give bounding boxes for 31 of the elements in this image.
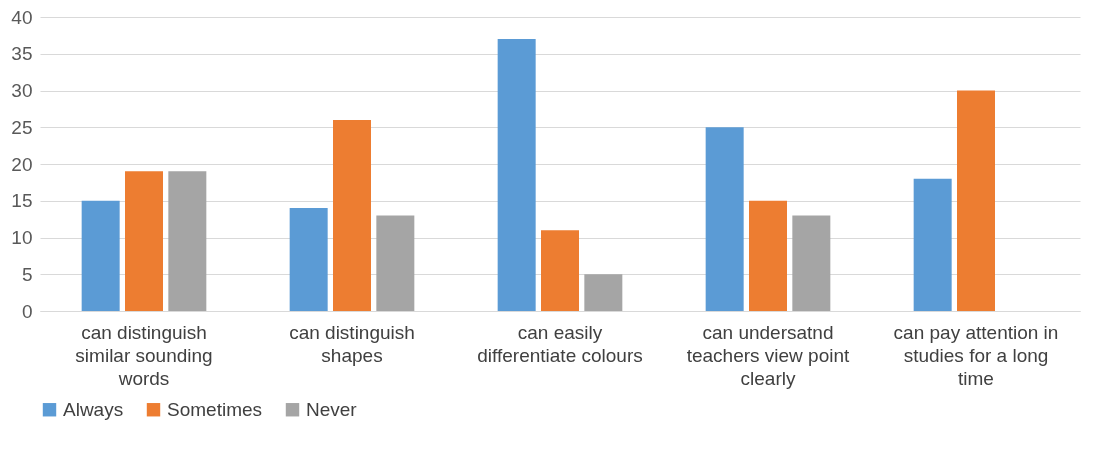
y-tick-label: 20 [11, 153, 33, 175]
x-tick-label: can distinguish shapes [289, 321, 415, 366]
y-tick-label: 30 [11, 80, 33, 101]
bar [333, 119, 371, 311]
y-tick-label: 10 [11, 227, 33, 248]
x-tick-label: can pay attention in studies for a long time [893, 321, 1059, 389]
bar [168, 171, 207, 311]
bar [376, 215, 415, 311]
x-tick-label: can distinguish similar sounding words [75, 321, 213, 389]
bar [125, 171, 163, 311]
bar [913, 178, 952, 311]
legend-label: Always [63, 398, 124, 420]
bar [81, 200, 120, 311]
bar [705, 127, 744, 311]
bar [289, 208, 328, 311]
y-tick-label: 40 [11, 6, 33, 28]
y-tick-label: 35 [11, 43, 33, 65]
x-tick-label: can undersatnd teachers view point clearly [686, 321, 851, 389]
y-tick-label: 15 [11, 190, 33, 212]
legend-label: Sometimes [167, 398, 263, 420]
bar [749, 200, 787, 311]
bar [497, 39, 536, 311]
y-tick-label: 25 [11, 116, 33, 138]
bar [792, 215, 831, 311]
y-tick-label: 5 [21, 263, 33, 285]
y-tick-label: 0 [21, 300, 33, 322]
x-tick-label: can easily differentiate colours [477, 321, 643, 366]
bar [584, 274, 623, 311]
bar [541, 230, 579, 311]
bar [957, 90, 995, 311]
legend-label: Never [306, 398, 358, 420]
